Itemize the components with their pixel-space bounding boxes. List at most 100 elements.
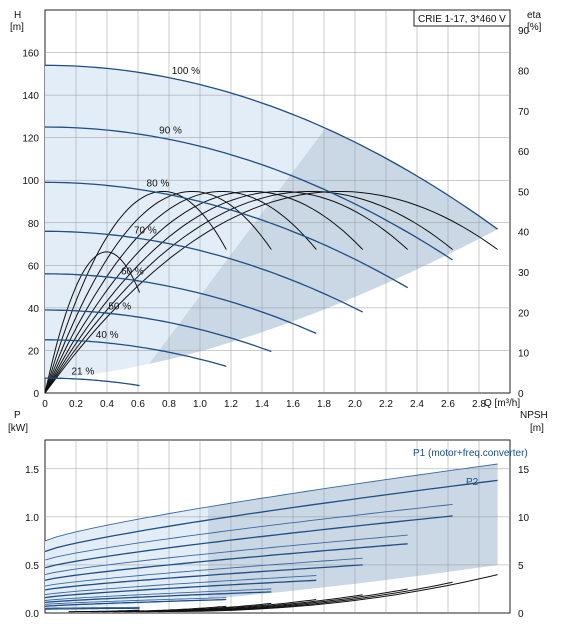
y-right-label-top-2: [%] [527, 22, 542, 33]
p1-curve [44, 534, 408, 576]
y-left-label-bottom-2: [kW] [8, 423, 28, 434]
head-curve-label: 90 % [159, 125, 182, 136]
head-curve [44, 273, 317, 334]
p1-curve [44, 588, 272, 601]
y-right-tick-label: 0 [518, 609, 524, 620]
npsh-curves [68, 574, 498, 613]
x-tick-label: 1.2 [224, 399, 238, 410]
efficiency-curve [44, 251, 141, 394]
y-left-tick-label: 60 [28, 261, 40, 272]
y-left-tick-label: 0.0 [25, 609, 39, 620]
efficiency-curve [44, 191, 272, 394]
head-curve [44, 126, 453, 261]
efficiency-curve [44, 191, 453, 394]
power-npsh-plot: 0.0 0.5 1.0 1.5 0 5 10 15 P [kW] NPSH [m] P1 (m… [8, 410, 548, 620]
x-tick-label: 1.6 [286, 399, 300, 410]
x-tick-label: 2.2 [379, 399, 393, 410]
y-right-tick-label: 50 [518, 187, 530, 198]
p1-curve [44, 597, 227, 605]
operating-range-area [45, 65, 498, 394]
p1-curve [44, 606, 140, 609]
x-tick-label: 1.0 [193, 399, 207, 410]
y-right-tick-label: 20 [518, 308, 530, 319]
head-curves [44, 64, 498, 387]
head-curve [44, 64, 498, 230]
x-tick-label: 0.2 [69, 399, 83, 410]
p2-curve [44, 607, 140, 610]
x-tick-label: 1.8 [317, 399, 331, 410]
head-curve [45, 230, 363, 313]
head-curve-label: 21 % [71, 367, 94, 378]
efficiency-curve [44, 191, 227, 394]
y-left-tick-label: 160 [22, 49, 39, 60]
x-tick-label: 0 [42, 399, 48, 410]
p1-curve [44, 557, 363, 587]
head-plot-ticks: 0 0.2 0.4 0.6 0.8 1.0 1.2 1.4 1.6 1.8 2.0 2.2 2.4 2.6… [22, 26, 529, 410]
head-curve [45, 339, 227, 368]
y-right-tick-label: 80 [518, 66, 530, 77]
model-label: CRIE 1-17, 3*460 V [418, 14, 506, 25]
efficiency-curves [44, 191, 498, 394]
p2-curve [44, 598, 227, 607]
y-right-tick-label: 10 [518, 513, 530, 524]
y-right-tick-label: 30 [518, 268, 530, 279]
head-curve-label: 50 % [108, 301, 131, 312]
head-curve [45, 309, 272, 353]
x-tick-label: 2.8 [472, 399, 486, 410]
p1-curve [44, 503, 453, 561]
x-tick-label: 0.4 [100, 399, 114, 410]
y-left-label-top-2: [m] [10, 22, 24, 33]
power-plot-ticks: 0.0 0.5 1.0 1.5 0 5 10 15 [25, 465, 529, 620]
model-label-box [413, 9, 511, 27]
head-curve-label: 40 % [96, 330, 119, 341]
y-left-tick-label: 1.5 [25, 465, 39, 476]
head-efficiency-plot: 0 0.2 0.4 0.6 0.8 1.0 1.2 1.4 1.6 1.8 2.0 2.2 2.4 2.6… [10, 9, 542, 410]
x-tick-label: 0.6 [131, 399, 145, 410]
y-right-label-bottom-2: [m] [530, 423, 544, 434]
y-left-tick-label: 1.0 [25, 513, 39, 524]
p1-series-label: P1 (motor+freq.converter) [413, 448, 528, 459]
y-left-tick-label: 0.5 [25, 561, 39, 572]
y-left-tick-label: 0 [33, 389, 39, 400]
y-left-tick-label: 80 [28, 219, 40, 230]
x-tick-label: 0.8 [162, 399, 176, 410]
y-right-tick-label: 40 [518, 228, 530, 239]
p1-curve [44, 575, 317, 596]
x-tick-label: 2.6 [441, 399, 455, 410]
y-left-tick-label: 20 [28, 346, 40, 357]
y-left-tick-label: 40 [28, 304, 40, 315]
head-curve-label: 80 % [147, 179, 170, 190]
p2-curve [44, 579, 317, 599]
head-curve [44, 181, 409, 289]
head-curve-label: 70 % [134, 226, 157, 237]
npsh-curve [68, 609, 140, 613]
y-left-label-top-1: H [14, 10, 21, 21]
y-right-tick-label: 15 [518, 465, 530, 476]
y-right-tick-label: 60 [518, 147, 530, 158]
x-tick-label: 2.4 [410, 399, 424, 410]
p1-curve [44, 463, 498, 542]
y-right-tick-label: 10 [518, 349, 530, 360]
head-curve-label: 60 % [121, 267, 144, 278]
operating-area-dark [149, 128, 498, 364]
p2-curves [44, 479, 498, 610]
y-right-tick-label: 0 [518, 389, 524, 400]
x-tick-label: 2.0 [348, 399, 362, 410]
head-curve [45, 377, 140, 387]
y-left-tick-label: 140 [22, 91, 39, 102]
x-axis-label: Q [m³/h] [484, 398, 520, 409]
efficiency-curve [44, 191, 317, 394]
p2-curve [44, 591, 272, 604]
efficiency-curve [44, 191, 498, 394]
p1-curves [44, 463, 498, 609]
p2-curve [44, 564, 363, 591]
y-right-tick-label: 70 [518, 107, 530, 118]
y-left-tick-label: 100 [22, 176, 39, 187]
p2-curve [44, 479, 498, 553]
y-left-tick-label: 120 [22, 134, 39, 145]
y-right-label-bottom-1: NPSH [520, 410, 548, 421]
p2-series-label: P2 [466, 477, 479, 488]
y-right-tick-label: 90 [518, 26, 530, 37]
x-tick-label: 1.4 [255, 399, 269, 410]
